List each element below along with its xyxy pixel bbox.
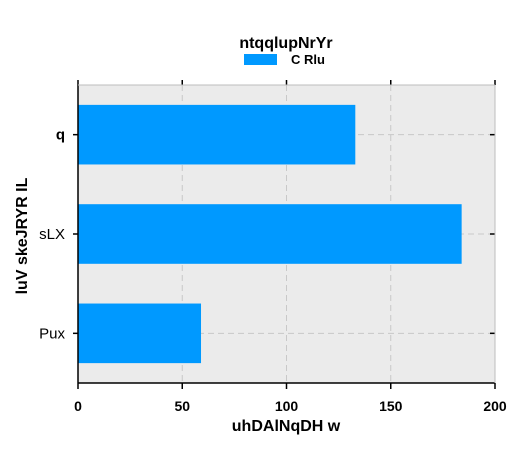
y-tick-label: q — [56, 127, 65, 144]
x-axis-label: uhDAlNqDH w — [232, 418, 341, 435]
bars — [78, 104, 462, 364]
y-tick-label: Pux — [39, 325, 65, 342]
y-tick-labels: q sLX Pux — [39, 127, 65, 343]
x-tick-labels: 0 50 100 150 200 — [74, 398, 507, 414]
legend-label: C Rlu — [291, 52, 325, 67]
bar-q — [78, 104, 356, 165]
bar-sLX — [78, 204, 462, 264]
y-axis-label: luV skeJRYR IL — [14, 177, 31, 294]
legend-swatch — [244, 54, 277, 65]
y-tick-label: sLX — [39, 226, 65, 243]
legend: C Rlu — [244, 52, 325, 67]
x-tick-label: 100 — [275, 398, 299, 414]
x-tick-label: 150 — [379, 398, 403, 414]
chart-title: ntqqlupNrYr — [239, 35, 332, 52]
x-tick-label: 200 — [483, 398, 507, 414]
x-tick-label: 0 — [74, 398, 82, 414]
x-tick-label: 50 — [174, 398, 190, 414]
bar-Pux — [78, 303, 202, 364]
axes — [73, 80, 496, 389]
